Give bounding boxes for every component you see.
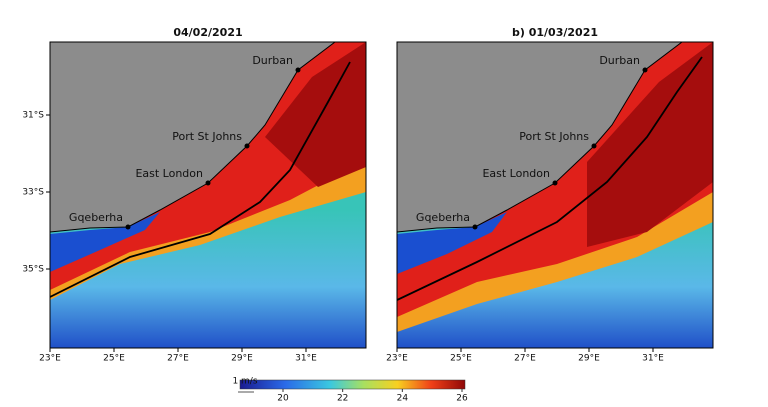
x-tick-label: 23°E: [39, 354, 61, 364]
place-marker: [295, 67, 301, 73]
x-tick-label: 31°E: [295, 354, 317, 364]
place-label: East London: [135, 167, 203, 180]
frame: [396, 41, 714, 349]
x-tick-label: 27°E: [167, 354, 189, 364]
vector-scale-label: 1 m/s: [232, 377, 257, 387]
place-marker: [125, 224, 131, 230]
x-tick-label: 25°E: [450, 354, 472, 364]
panel-title: b) 01/03/2021: [512, 26, 598, 39]
place-label: Gqeberha: [416, 211, 470, 224]
x-tick-label: 23°E: [386, 354, 408, 364]
colorbar-tick-label: 26: [456, 394, 468, 404]
place-marker: [205, 180, 211, 186]
x-tick-label: 29°E: [231, 354, 253, 364]
colorbar-tick-label: 20: [277, 394, 289, 404]
place-label: Durban: [599, 54, 640, 67]
y-tick-label: 31°S: [22, 111, 44, 121]
map-panel-b: [397, 42, 713, 348]
frame: [49, 41, 367, 349]
colorbar-tick-label: 24: [397, 394, 409, 404]
x-tick-label: 27°E: [514, 354, 536, 364]
map-panel-a: [50, 42, 366, 348]
place-label: Port St Johns: [519, 130, 589, 143]
place-marker: [642, 67, 648, 73]
colorbar-tick-label: 22: [337, 394, 348, 404]
colorbar: [239, 379, 466, 390]
place-marker: [552, 180, 558, 186]
panel-title: 04/02/2021: [173, 26, 242, 39]
x-tick-label: 25°E: [103, 354, 125, 364]
place-label: East London: [482, 167, 550, 180]
place-label: Port St Johns: [172, 130, 242, 143]
y-tick-label: 35°S: [22, 265, 44, 275]
place-marker: [591, 143, 597, 149]
place-marker: [472, 224, 478, 230]
x-tick-label: 29°E: [578, 354, 600, 364]
place-label: Durban: [252, 54, 293, 67]
place-marker: [244, 143, 250, 149]
y-tick-label: 33°S: [22, 188, 44, 198]
place-label: Gqeberha: [69, 211, 123, 224]
x-tick-label: 31°E: [642, 354, 664, 364]
